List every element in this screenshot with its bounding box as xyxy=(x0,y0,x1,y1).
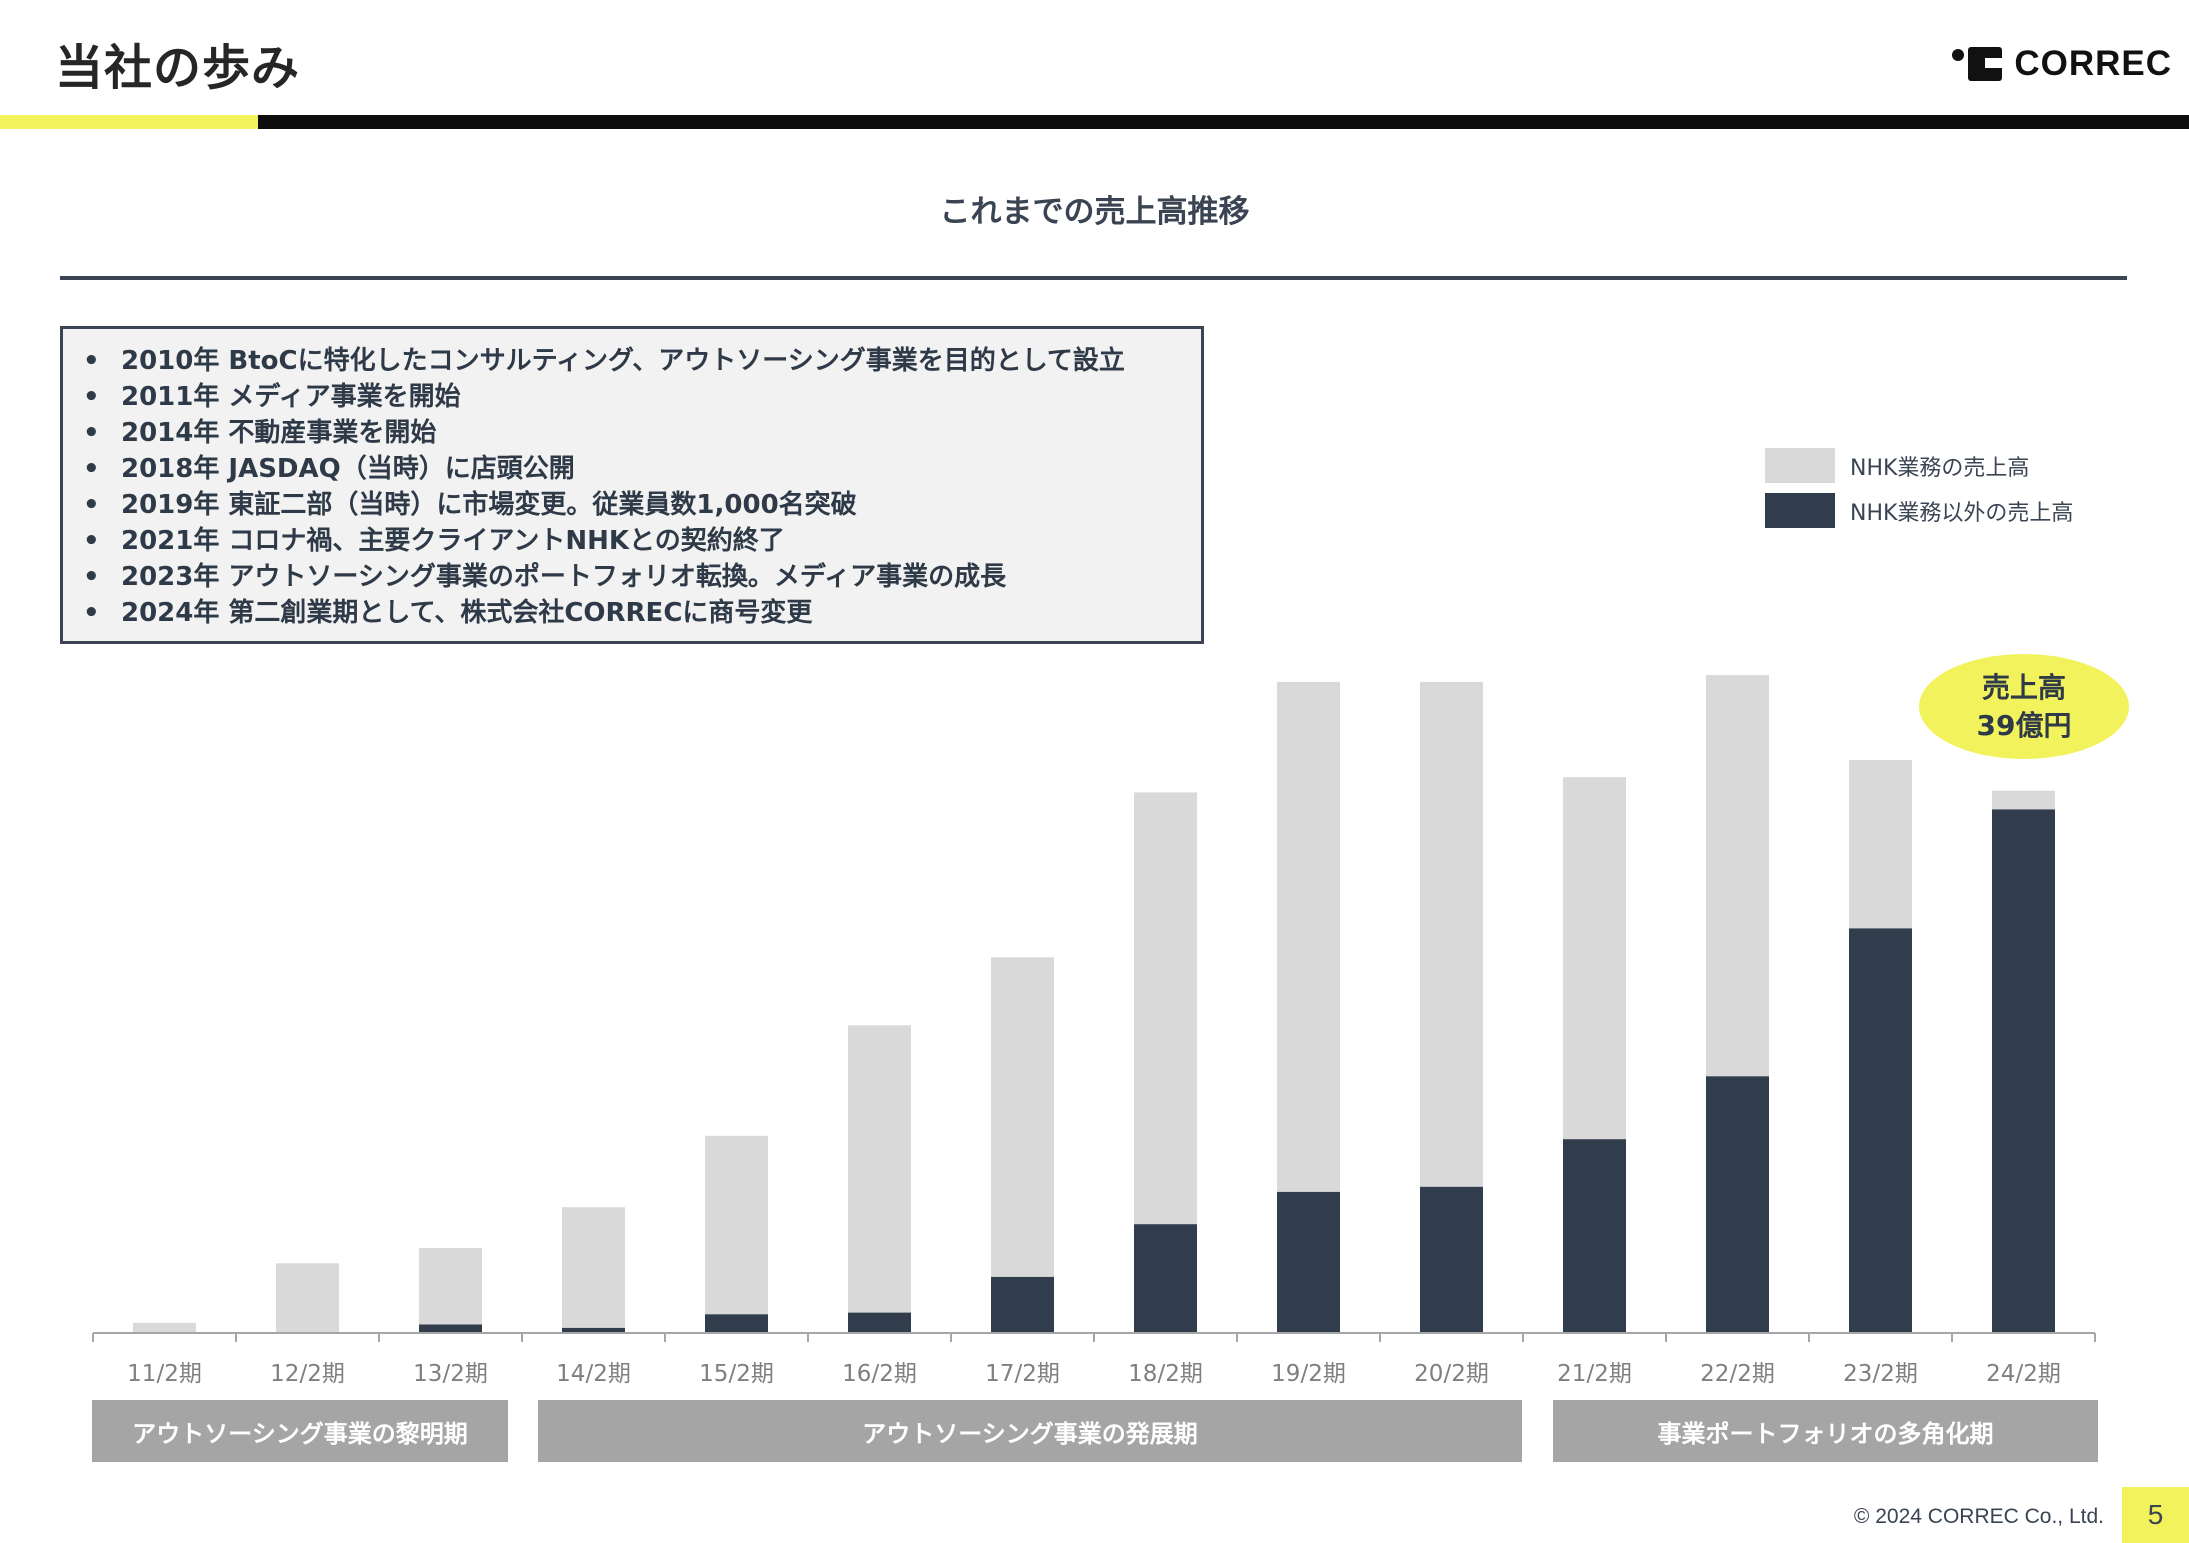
x-tick-label: 14/2期 xyxy=(556,1361,631,1387)
copyright-text: © 2024 CORREC Co., Ltd. xyxy=(1853,1505,2104,1528)
x-tick-label: 18/2期 xyxy=(1128,1361,1203,1387)
page-title: 当社の歩み xyxy=(55,40,301,96)
history-item: • 2024年 第二創業期として、株式会社CORRECに商号変更 xyxy=(83,598,813,628)
x-tick-label: 21/2期 xyxy=(1557,1361,1632,1387)
history-item: • 2018年 JASDAQ（当時）に店頭公開 xyxy=(83,454,575,484)
bar-non-nhk-segment xyxy=(1706,1076,1769,1333)
x-tick-label: 17/2期 xyxy=(985,1361,1060,1387)
legend-label-non-nhk: NHK業務以外の売上高 xyxy=(1850,500,2074,526)
company-history-box: • 2010年 BtoCに特化したコンサルティング、アウトソーシング事業を目的とし… xyxy=(60,326,1204,644)
period-band-diversification: 事業ポートフォリオの多角化期 xyxy=(1553,1400,2098,1462)
history-item: • 2023年 アウトソーシング事業のポートフォリオ転換。メディア事業の成長 xyxy=(83,562,1007,592)
x-tick-label: 24/2期 xyxy=(1986,1361,2061,1387)
logo-text: CORREC xyxy=(2014,44,2172,83)
bar-nhk-segment xyxy=(1134,792,1197,1225)
bar-nhk-segment xyxy=(1849,760,1912,929)
bar-nhk-segment xyxy=(991,957,1054,1277)
bar-non-nhk-segment xyxy=(1134,1224,1197,1333)
correc-logo-mark-icon xyxy=(1952,47,2003,81)
legend-swatch-nhk xyxy=(1765,448,1835,483)
bar-non-nhk-segment xyxy=(991,1276,1054,1333)
bar-nhk-segment xyxy=(1992,790,2055,810)
x-tick-label: 12/2期 xyxy=(270,1361,345,1387)
bar-nhk-segment xyxy=(1706,675,1769,1077)
bar-non-nhk-segment xyxy=(1563,1139,1626,1333)
bar-nhk-segment xyxy=(1277,681,1340,1192)
correc-logo: CORREC xyxy=(1952,44,2172,83)
history-item: • 2021年 コロナ禍、主要クライアントNHKとの契約終了 xyxy=(83,526,785,556)
bar-nhk-segment xyxy=(133,1322,196,1333)
bar-non-nhk-segment xyxy=(1277,1191,1340,1333)
page-number: 5 xyxy=(2122,1487,2189,1543)
legend-swatch-non-nhk xyxy=(1765,493,1835,528)
chart-title: これまでの売上高推移 xyxy=(939,194,1250,230)
badge-line-2: 39億円 xyxy=(1976,708,2072,742)
section-divider xyxy=(60,276,2127,280)
history-item: • 2010年 BtoCに特化したコンサルティング、アウトソーシング事業を目的とし… xyxy=(83,346,1125,376)
bar-non-nhk-segment xyxy=(1992,809,2055,1333)
x-tick-label: 19/2期 xyxy=(1271,1361,1346,1387)
history-item: • 2014年 不動産事業を開始 xyxy=(83,418,437,448)
badge-line-1: 売上高 xyxy=(1981,670,2066,704)
total-revenue-badge: 売上高 39億円 xyxy=(1919,654,2129,759)
x-tick-label: 16/2期 xyxy=(842,1361,917,1387)
bar-non-nhk-segment xyxy=(1420,1186,1483,1333)
bar-nhk-segment xyxy=(1563,777,1626,1140)
period-band-growth: アウトソーシング事業の発展期 xyxy=(538,1400,1522,1462)
bar-non-nhk-segment xyxy=(705,1314,768,1333)
x-tick-label: 20/2期 xyxy=(1414,1361,1489,1387)
x-tick-label: 23/2期 xyxy=(1843,1361,1918,1387)
x-tick-label: 11/2期 xyxy=(127,1361,202,1387)
x-tick-label: 13/2期 xyxy=(413,1361,488,1387)
bar-nhk-segment xyxy=(1420,681,1483,1187)
header-rule xyxy=(0,115,2189,129)
bar-non-nhk-segment xyxy=(562,1327,625,1333)
x-tick-label: 15/2期 xyxy=(699,1361,774,1387)
bar-nhk-segment xyxy=(705,1135,768,1315)
chart-legend: NHK業務の売上高 NHK業務以外の売上高 xyxy=(1765,448,2073,538)
header-accent-bar xyxy=(0,115,258,129)
bar-non-nhk-segment xyxy=(1849,928,1912,1333)
history-item: • 2019年 東証二部（当時）に市場変更。従業員数1,000名突破 xyxy=(83,490,857,520)
bar-nhk-segment xyxy=(848,1025,911,1313)
legend-item-nhk: NHK業務の売上高 xyxy=(1765,448,2073,483)
legend-item-non-nhk: NHK業務以外の売上高 xyxy=(1765,493,2073,528)
period-band-dawn: アウトソーシング事業の黎明期 xyxy=(92,1400,508,1462)
x-tick-label: 22/2期 xyxy=(1700,1361,1775,1387)
bar-non-nhk-segment xyxy=(419,1324,482,1333)
bar-non-nhk-segment xyxy=(848,1312,911,1333)
bar-nhk-segment xyxy=(276,1263,339,1333)
bar-nhk-segment xyxy=(419,1248,482,1325)
legend-label-nhk: NHK業務の売上高 xyxy=(1850,455,2030,481)
history-item: • 2011年 メディア事業を開始 xyxy=(83,382,461,412)
bar-nhk-segment xyxy=(562,1207,625,1328)
